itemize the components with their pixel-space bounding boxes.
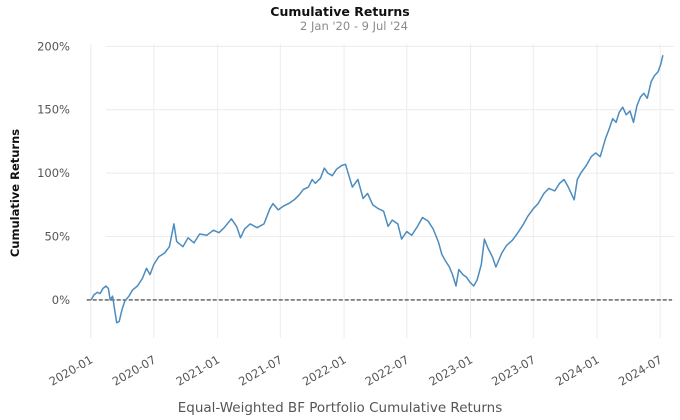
- y-tick-label: 200%: [37, 39, 70, 53]
- x-tick-label: 2021-01: [173, 352, 222, 388]
- series-line: [90, 55, 664, 324]
- y-tick-label: 0%: [52, 293, 70, 307]
- x-tick-label: 2022-01: [300, 352, 349, 388]
- x-tick-label: 2023-07: [489, 352, 538, 388]
- x-tick-label: 2024-07: [616, 352, 665, 388]
- x-tick-label: 2022-07: [363, 352, 412, 388]
- chart-subtitle: 2 Jan '20 - 9 Jul '24: [300, 19, 408, 33]
- y-tick-label: 150%: [37, 103, 70, 117]
- y-tick-label: 50%: [44, 230, 70, 244]
- x-tick-label: 2021-07: [236, 352, 285, 388]
- x-tick-label: 2020-07: [110, 352, 159, 388]
- chart-title: Cumulative Returns: [270, 4, 410, 19]
- x-axis-caption: Equal-Weighted BF Portfolio Cumulative R…: [177, 400, 503, 416]
- x-tick-label: 2020-01: [47, 352, 96, 388]
- y-tick-label: 100%: [37, 166, 70, 180]
- x-tick-label: 2023-01: [426, 352, 475, 388]
- x-tick-label: 2024-01: [553, 352, 602, 388]
